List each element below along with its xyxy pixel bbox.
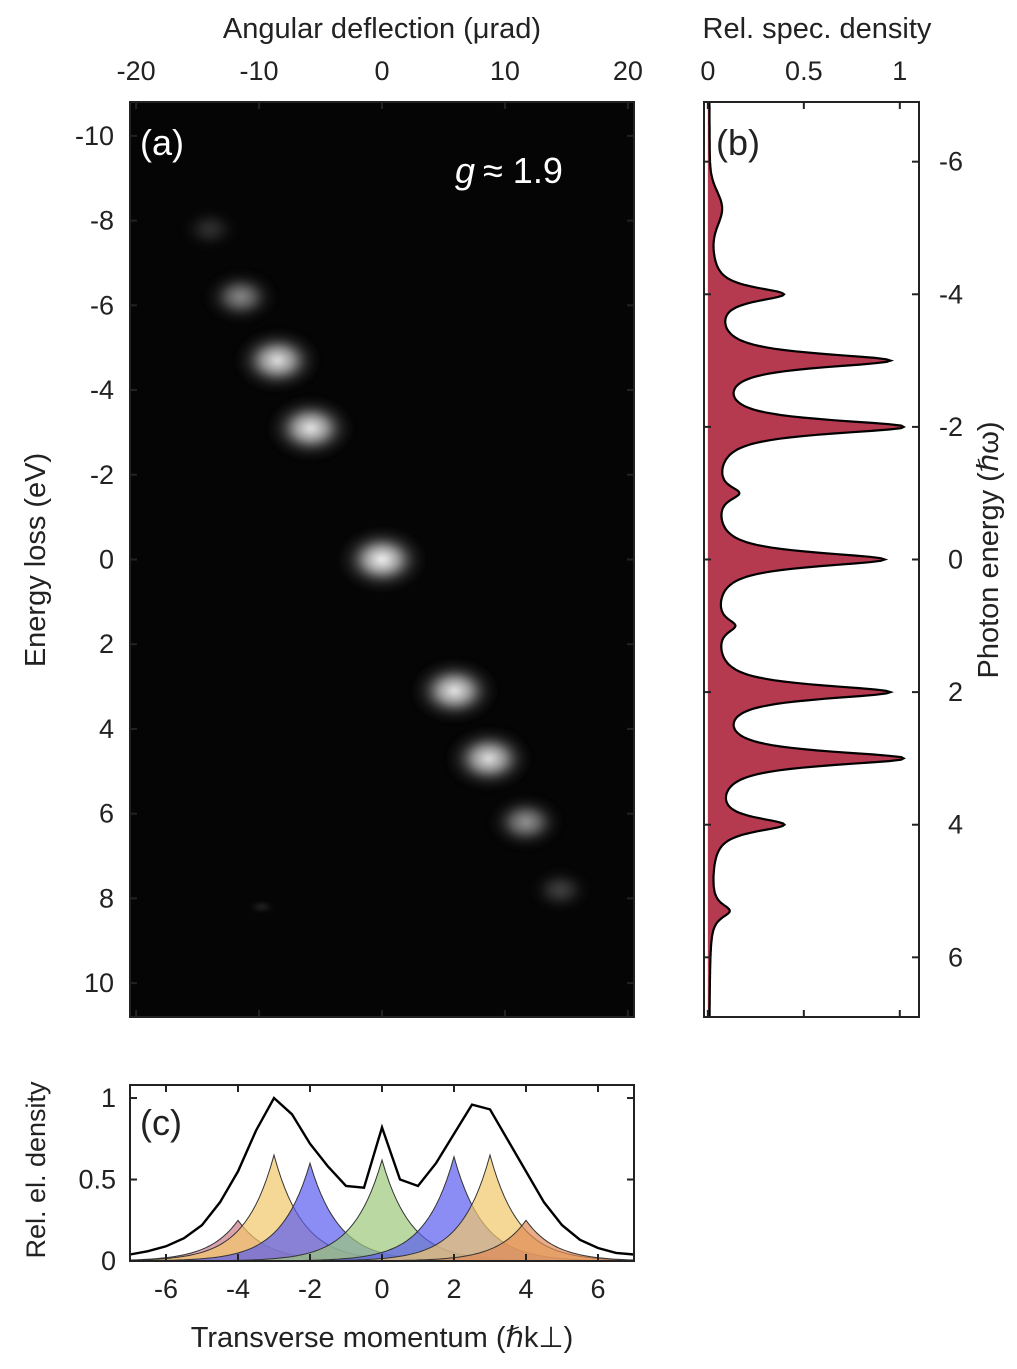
tick-label: 8 — [99, 883, 114, 913]
tick-label: -20 — [117, 56, 156, 86]
heatmap-spot — [247, 903, 276, 910]
tick-label: 4 — [948, 810, 963, 840]
total-density-line — [129, 1096, 635, 1256]
heatmap-spot — [528, 866, 593, 914]
tick-label: 20 — [613, 56, 643, 86]
heatmap-spot — [265, 394, 356, 462]
panel-b-top-ticks: 0 0.5 1 — [700, 56, 907, 1017]
panel-a-letter: (a) — [140, 122, 184, 163]
panel-c-letter: (c) — [140, 1102, 182, 1143]
panel-a-top-ticks: -20 -10 0 10 20 — [117, 56, 643, 1017]
tick-label: 10 — [84, 968, 114, 998]
tick-label: 0 — [700, 56, 715, 86]
tick-label: 10 — [490, 56, 520, 86]
heatmap-spot — [232, 327, 323, 394]
tick-label: -10 — [240, 56, 279, 86]
spectrum-line — [708, 102, 906, 1017]
panel-c-y-axis-label: Rel. el. density — [21, 1081, 51, 1259]
tick-label: -4 — [939, 279, 963, 309]
tick-label: -10 — [75, 121, 114, 151]
heatmap-spots — [178, 206, 593, 914]
tick-label: 0 — [948, 545, 963, 575]
tick-label: -4 — [90, 375, 114, 405]
tick-label: -2 — [298, 1274, 322, 1304]
tick-label: 2 — [948, 677, 963, 707]
tick-label: -2 — [90, 460, 114, 490]
panel-b-right-ticks: -6 -4 -2 0 2 4 6 — [704, 147, 963, 972]
tick-label: 6 — [948, 942, 963, 972]
panel-b-letter: (b) — [716, 122, 760, 163]
tick-label: -6 — [939, 147, 963, 177]
tick-label: -2 — [939, 412, 963, 442]
panel-b-right-axis-label: Photon energy (ℏω) — [973, 421, 1005, 678]
tick-label: 0 — [101, 1246, 116, 1276]
panel-c-x-axis-label: Transverse momentum (ℏk⊥) — [191, 1322, 574, 1354]
tick-label: 4 — [518, 1274, 533, 1304]
spectrum-area — [707, 102, 904, 1017]
density-component — [130, 1158, 634, 1262]
tick-label: 2 — [99, 629, 114, 659]
heatmap-spot — [202, 268, 279, 325]
heatmap-spot — [487, 793, 565, 851]
panel-c-bottom-ticks: -6 -4 -2 0 2 4 6 — [154, 1085, 606, 1304]
tick-label: -4 — [226, 1274, 250, 1304]
tick-label: 6 — [99, 799, 114, 829]
tick-label: 1 — [892, 56, 907, 86]
tick-label: -8 — [90, 206, 114, 236]
heatmap-spot — [409, 657, 500, 725]
tick-label: 0 — [99, 545, 114, 575]
panel-c-density: -6 -4 -2 0 2 4 6 00.51 Transverse momentum (ℏk… — [21, 1081, 635, 1354]
heatmap-spot — [444, 725, 534, 792]
panel-a-y-axis-label: Energy loss (eV) — [20, 453, 52, 667]
tick-label: 0 — [374, 56, 389, 86]
tick-label: -6 — [90, 290, 114, 320]
heatmap-spot — [336, 525, 428, 594]
tick-label: -6 — [154, 1274, 178, 1304]
panel-a-left-ticks: -10 -8 -6 -4 -2 0 2 4 6 8 10 — [75, 121, 634, 998]
coupling-annotation: g ≈ 1.9 — [455, 150, 563, 191]
density-component-areas — [129, 1153, 635, 1262]
tick-label: 2 — [446, 1274, 461, 1304]
panel-c-left-ticks: 00.51 — [78, 1083, 634, 1276]
tick-label: 0 — [374, 1274, 389, 1304]
heatmap-spot — [178, 206, 241, 252]
tick-label: 6 — [590, 1274, 605, 1304]
panel-a-top-axis-label: Angular deflection (μrad) — [223, 13, 541, 45]
tick-label: 1 — [101, 1083, 116, 1113]
tick-label: 0.5 — [78, 1165, 116, 1195]
tick-label: 4 — [99, 714, 114, 744]
panel-b-top-axis-label: Rel. spec. density — [703, 13, 932, 45]
tick-label: 0.5 — [785, 56, 823, 86]
